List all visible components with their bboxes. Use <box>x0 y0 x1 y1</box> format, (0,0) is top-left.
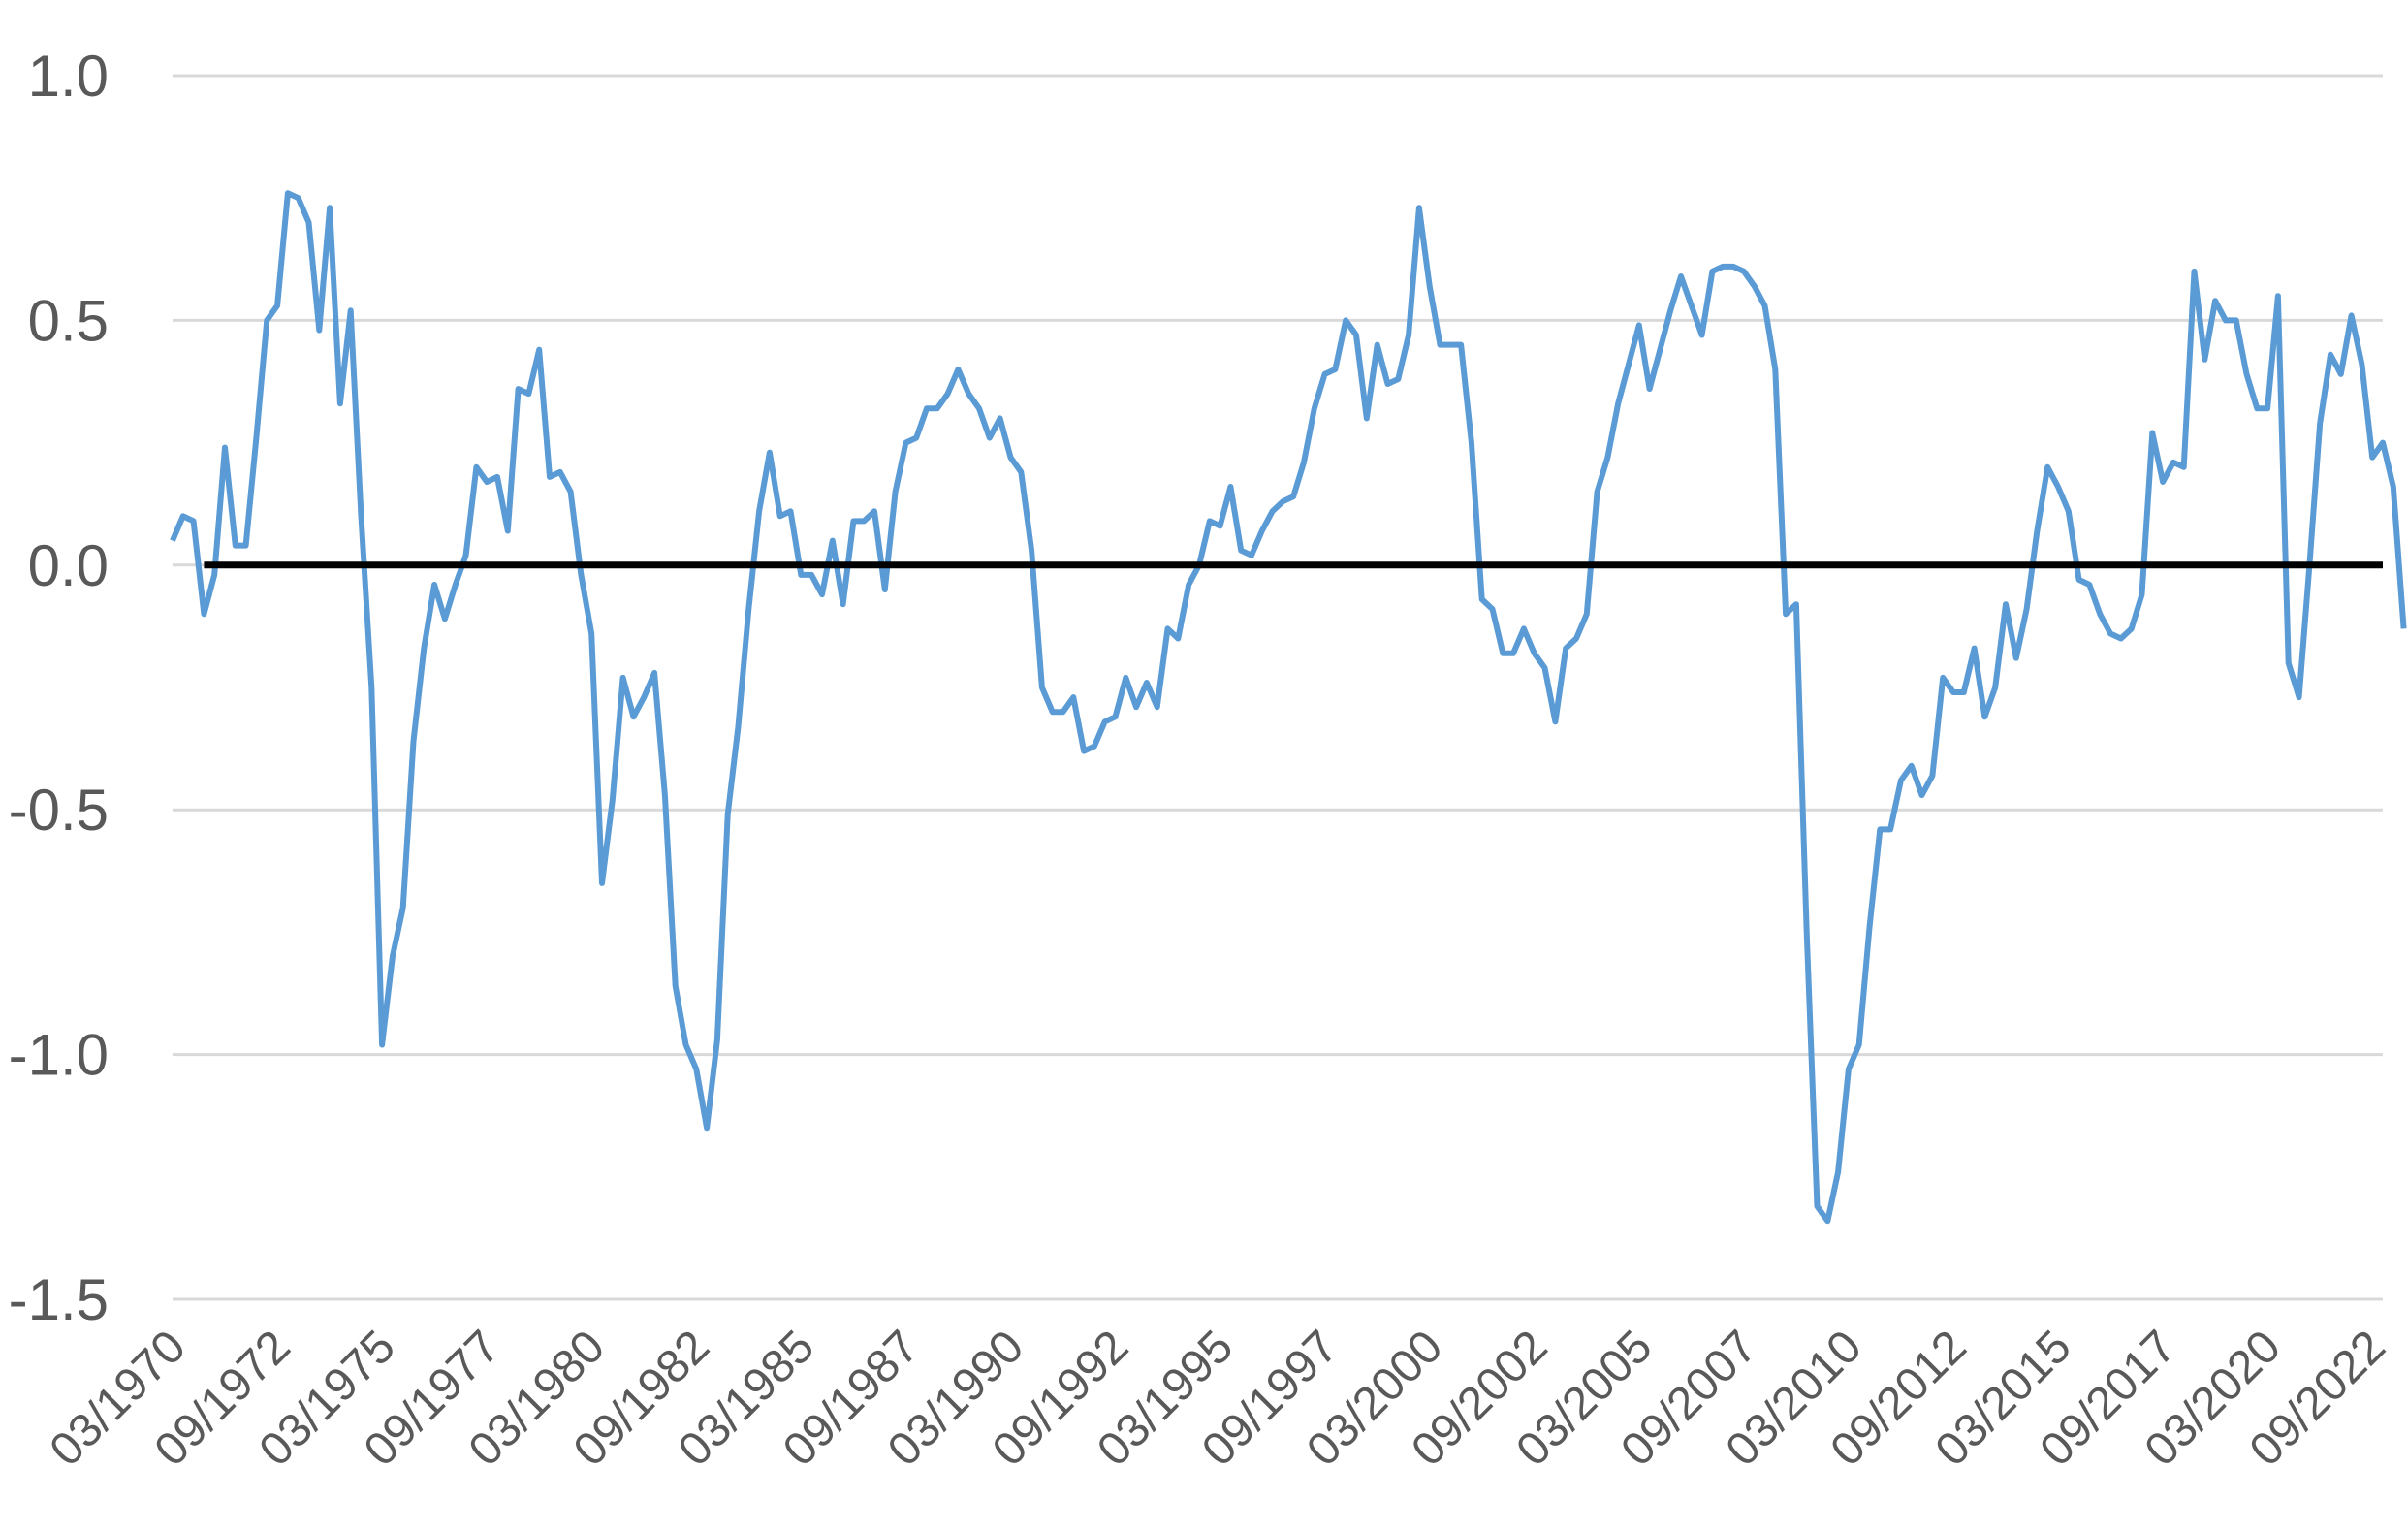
y-tick-label: 1.0 <box>28 44 109 109</box>
y-axis-tick-labels: 1.0 0.5 0.0 -0.5 -1.0 -1.5 <box>9 44 109 1332</box>
x-axis-tick-labels: 03/197009/197203/197509/197703/198009/19… <box>41 1321 2395 1476</box>
y-tick-label: -0.5 <box>9 778 109 843</box>
y-tick-label: 0.5 <box>28 288 109 353</box>
y-tick-label: 0.0 <box>28 533 109 598</box>
y-tick-label: -1.5 <box>9 1267 109 1332</box>
gridlines <box>173 74 2383 1301</box>
y-tick-label: -1.0 <box>9 1023 109 1088</box>
series-line <box>170 190 2407 1225</box>
